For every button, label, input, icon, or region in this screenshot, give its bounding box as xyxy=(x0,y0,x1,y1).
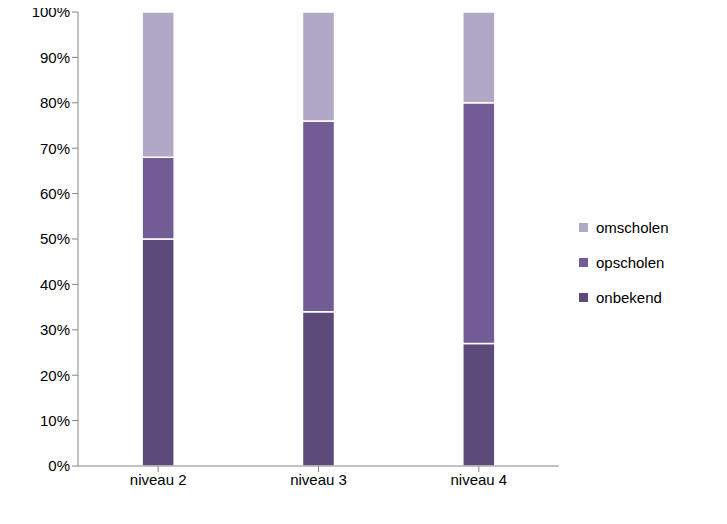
svg-text:50%: 50% xyxy=(40,230,70,247)
svg-text:niveau 3: niveau 3 xyxy=(290,471,347,488)
svg-text:80%: 80% xyxy=(40,94,70,111)
svg-text:40%: 40% xyxy=(40,276,70,293)
html-text:omscholen: omscholen xyxy=(596,218,669,236)
svg-text:niveau 2: niveau 2 xyxy=(130,471,187,488)
svg-text:niveau 4: niveau 4 xyxy=(450,471,507,488)
html-text:onbekend: onbekend xyxy=(596,288,662,306)
svg-text:20%: 20% xyxy=(40,367,70,384)
svg-text:60%: 60% xyxy=(40,185,70,202)
svg-text:70%: 70% xyxy=(40,140,70,157)
svg-text:0%: 0% xyxy=(48,457,70,474)
svg-text:100%: 100% xyxy=(32,8,70,20)
svg-text:10%: 10% xyxy=(40,412,70,429)
svg-text:30%: 30% xyxy=(40,321,70,338)
svg-text:90%: 90% xyxy=(40,49,70,66)
html-text:opscholen: opscholen xyxy=(596,253,665,271)
